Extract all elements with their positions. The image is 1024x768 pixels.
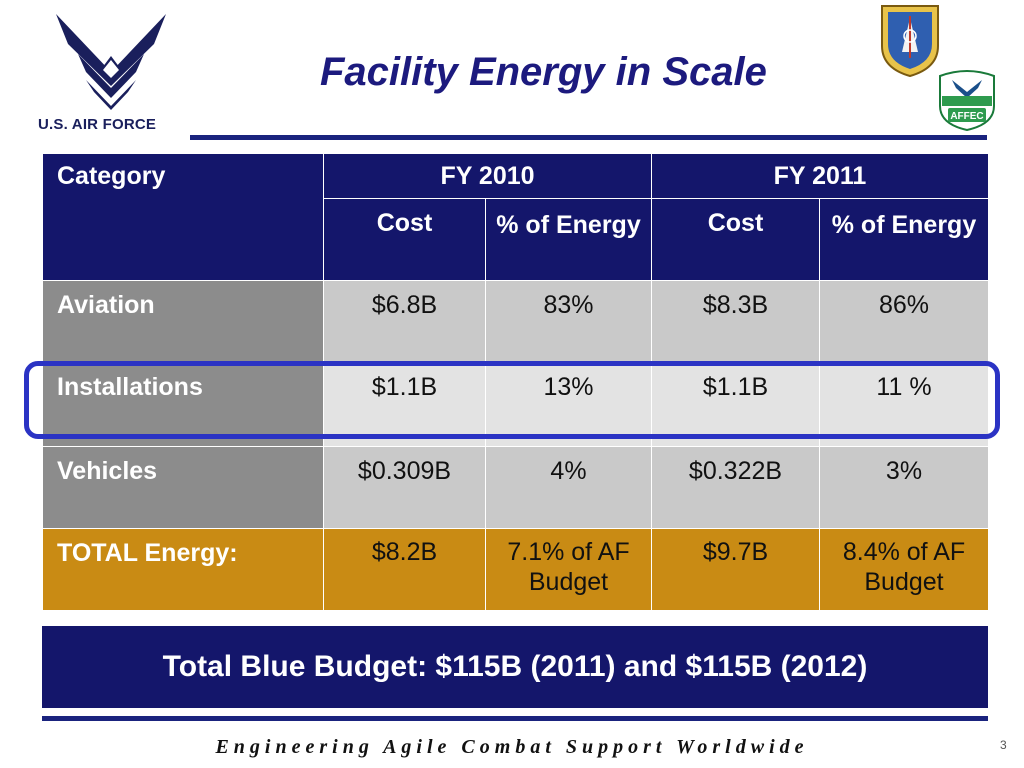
- fy2011-pct-cell: 86%: [819, 280, 989, 363]
- fy2011-cost-cell: $9.7B: [651, 528, 820, 611]
- footer-divider: [42, 716, 988, 721]
- header-fy2010: FY 2010: [323, 153, 652, 199]
- fy2010-pct-cell: 4%: [485, 446, 652, 529]
- page-number: 3: [1000, 738, 1007, 752]
- air-force-wings-icon: [56, 14, 166, 110]
- table-row-aviation: Aviation $6.8B 83% $8.3B 86%: [42, 280, 989, 363]
- header-divider: [190, 135, 987, 140]
- total-budget-banner: Total Blue Budget: $115B (2011) and $115…: [42, 626, 988, 708]
- fy2011-cost-cell: $8.3B: [651, 280, 820, 363]
- table-row-total: TOTAL Energy: $8.2B 7.1% of AF Budget $9…: [42, 528, 989, 611]
- us-air-force-logo: U.S. AIR FORCE: [38, 14, 188, 134]
- fy2010-pct-cell: 13%: [485, 362, 652, 447]
- fy2011-cost-cell: $1.1B: [651, 362, 820, 447]
- table-row-installations: Installations $1.1B 13% $1.1B 11 %: [42, 362, 989, 447]
- fy2010-cost-cell: $0.309B: [323, 446, 486, 529]
- row-category: Aviation: [42, 280, 324, 363]
- fy2010-cost-cell: $6.8B: [323, 280, 486, 363]
- row-category: Vehicles: [42, 446, 324, 529]
- fy2010-pct-cell: 7.1% of AF Budget: [485, 528, 652, 611]
- header-fy2010-cost: Cost: [323, 198, 486, 281]
- fy2011-pct-cell: 11 %: [819, 362, 989, 447]
- header-fy2011-cost: Cost: [651, 198, 820, 281]
- affec-badge-text: AFFEC: [950, 111, 983, 122]
- fy2011-pct-cell: 8.4% of AF Budget: [819, 528, 989, 611]
- header-fy2011: FY 2011: [651, 153, 989, 199]
- row-category: TOTAL Energy:: [42, 528, 324, 611]
- org-name: U.S. AIR FORCE: [38, 116, 157, 133]
- header-category: Category: [42, 153, 324, 281]
- fy2011-pct-cell: 3%: [819, 446, 989, 529]
- fy2010-pct-cell: 83%: [485, 280, 652, 363]
- command-seal-icon: [881, 5, 939, 78]
- energy-table: Category FY 2010 FY 2011 Cost % of Energ…: [42, 153, 989, 611]
- installations-highlight-outline: [24, 361, 1000, 439]
- fy2011-cost-cell: $0.322B: [651, 446, 820, 529]
- page-title: Facility Energy in Scale: [320, 50, 767, 94]
- header-fy2011-pct: % of Energy: [819, 198, 989, 281]
- fy2010-cost-cell: $8.2B: [323, 528, 486, 611]
- footer-tagline: Engineering Agile Combat Support Worldwi…: [215, 736, 809, 758]
- header-fy2010-pct: % of Energy: [485, 198, 652, 281]
- row-category: Installations: [42, 362, 324, 447]
- table-row-vehicles: Vehicles $0.309B 4% $0.322B 3%: [42, 446, 989, 529]
- affec-badge-icon: AFFEC: [939, 70, 995, 132]
